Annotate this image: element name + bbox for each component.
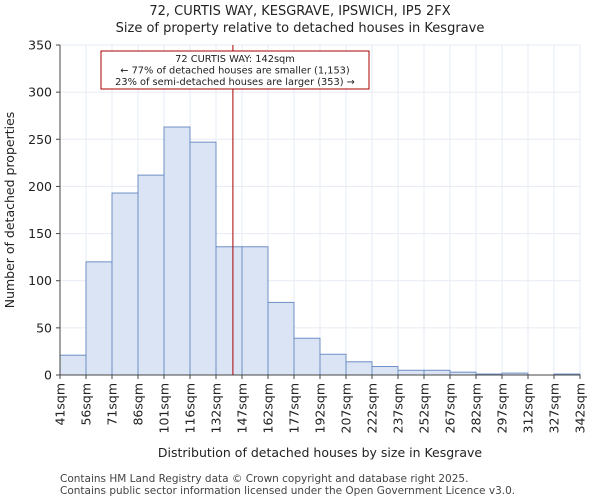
x-tick-label: 222sqm: [365, 383, 380, 433]
y-tick-label: 50: [36, 320, 52, 335]
property-marker: 72 CURTIS WAY: 142sqm← 77% of detached h…: [100, 45, 370, 375]
y-tick-label: 250: [28, 132, 52, 147]
bar-71sqm: [111, 192, 139, 376]
y-tick-label: 100: [28, 273, 52, 288]
x-axis-label: Distribution of detached houses by size …: [158, 445, 482, 460]
x-tick-label: 132sqm: [209, 383, 224, 433]
bar-162sqm: [267, 301, 295, 376]
x-tick-label: 312sqm: [521, 383, 536, 433]
chart-title-address: 72, CURTIS WAY, KESGRAVE, IPSWICH, IP5 2…: [149, 4, 451, 19]
bars: [59, 126, 581, 376]
bar-116sqm: [189, 141, 217, 376]
bar-177sqm: [293, 337, 321, 376]
bar-192sqm: [319, 353, 347, 376]
x-tick-label: 177sqm: [287, 383, 302, 433]
footer-licence: Contains public sector information licen…: [60, 485, 516, 497]
bar-147sqm: [241, 246, 269, 376]
x-tick-label: 267sqm: [443, 383, 458, 433]
x-tick-label: 207sqm: [339, 383, 354, 433]
x-tick-label: 282sqm: [469, 383, 484, 433]
x-tick-label: 116sqm: [183, 383, 198, 433]
x-tick-label: 192sqm: [313, 383, 328, 433]
x-tick-label: 41sqm: [53, 383, 68, 426]
annotation-smaller: ← 77% of detached houses are smaller (1,…: [120, 66, 350, 77]
y-tick-label: 300: [28, 85, 52, 100]
x-ticks: 41sqm 56sqm 71sqm 86sqm 101sqm 116sqm 132sqm 14…: [53, 375, 588, 433]
bar-222sqm: [371, 366, 399, 376]
annotation-larger: 23% of semi-detached houses are larger (…: [115, 77, 355, 88]
annotation-box: [100, 50, 370, 90]
annotation-title: 72 CURTIS WAY: 142sqm: [175, 54, 295, 65]
chart-title-subtitle: Size of property relative to detached ho…: [115, 21, 485, 36]
y-axis-label: Number of detached properties: [2, 112, 17, 309]
x-tick-label: 101sqm: [157, 383, 172, 433]
x-tick-label: 342sqm: [573, 383, 588, 433]
x-tick-label: 252sqm: [417, 383, 432, 433]
bar-86sqm: [137, 174, 165, 376]
bar-41sqm: [59, 354, 87, 376]
x-tick-label: 86sqm: [131, 383, 146, 426]
bar-101sqm: [163, 126, 191, 376]
x-tick-label: 237sqm: [391, 383, 406, 433]
y-tick-label: 350: [28, 38, 52, 53]
y-tick-label: 200: [28, 179, 52, 194]
bar-132sqm: [215, 246, 243, 376]
x-tick-label: 71sqm: [105, 383, 120, 426]
bar-237sqm: [397, 369, 425, 376]
x-tick-label: 162sqm: [261, 383, 276, 433]
y-ticks: 0 50 100 150 200 250 300 350: [28, 38, 60, 383]
y-tick-label: 0: [44, 368, 52, 383]
x-tick-label: 297sqm: [495, 383, 510, 433]
x-tick-label: 327sqm: [547, 383, 562, 433]
y-tick-label: 150: [28, 226, 52, 241]
footer-copyright: Contains HM Land Registry data © Crown c…: [60, 473, 469, 485]
x-tick-label: 56sqm: [79, 383, 94, 426]
x-tick-label: 147sqm: [235, 383, 250, 433]
bar-252sqm: [423, 369, 451, 376]
bar-56sqm: [85, 261, 113, 376]
bar-207sqm: [345, 361, 373, 376]
